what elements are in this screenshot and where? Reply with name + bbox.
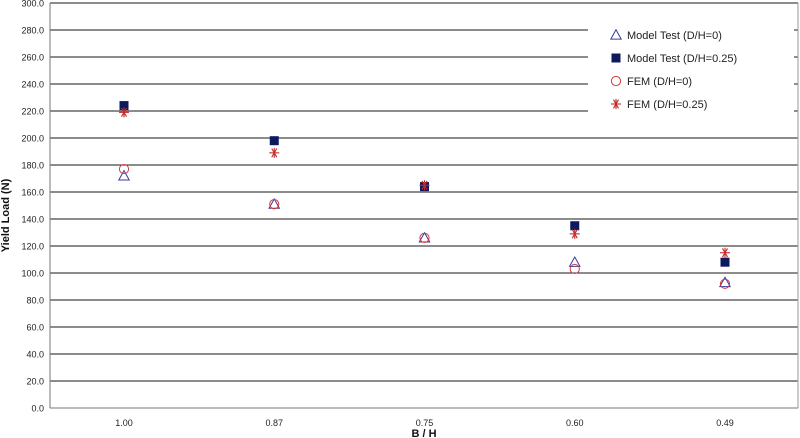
data-point	[119, 107, 129, 118]
data-point	[719, 278, 731, 289]
data-point	[720, 247, 730, 258]
legend-label: Model Test (D/H=0.25)	[627, 53, 737, 65]
legend-marker	[611, 99, 621, 109]
legend-box	[588, 22, 794, 122]
data-point	[568, 255, 581, 267]
y-tick-label: 0.0	[31, 404, 44, 414]
data-point	[119, 101, 129, 111]
y-tick-label: 260.0	[21, 53, 44, 63]
x-tick-label: 1.00	[115, 418, 133, 428]
y-tick-label: 240.0	[21, 80, 44, 90]
legend-label: FEM (D/H=0)	[627, 76, 692, 88]
y-tick-label: 200.0	[21, 134, 44, 144]
series-3	[119, 107, 730, 258]
data-point	[269, 147, 280, 158]
data-point	[569, 228, 580, 239]
series-2	[118, 163, 731, 289]
y-tick-labels: 0.0 20.0 40.0 60.0 80.0 100.0 120.0 140.0 160.0 1…	[21, 0, 44, 414]
y-tick-label: 20.0	[26, 377, 44, 387]
y-tick-label: 40.0	[26, 350, 44, 360]
x-tick-label: 0.60	[566, 418, 584, 428]
legend-label: Model Test (D/H=0)	[627, 30, 722, 42]
data-point	[570, 221, 580, 231]
data-point	[718, 276, 732, 288]
x-tick-label: 0.75	[416, 418, 434, 428]
y-tick-label: 120.0	[21, 242, 44, 252]
data-point	[118, 163, 130, 175]
legend-marker	[609, 28, 623, 40]
legend-label: FEM (D/H=0.25)	[627, 99, 707, 111]
legend: Model Test (D/H=0) Model Test (D/H=0.25) F…	[588, 22, 794, 122]
x-tick-labels: 1.00 0.87 0.75 0.60 0.49	[115, 418, 734, 428]
data-point	[117, 169, 131, 181]
y-tick-label: 140.0	[21, 215, 44, 225]
y-tick-label: 160.0	[21, 188, 44, 198]
y-tick-label: 80.0	[26, 296, 44, 306]
x-tick-label: 0.49	[716, 418, 734, 428]
data-point	[269, 199, 280, 210]
y-tick-label: 280.0	[21, 26, 44, 36]
y-tick-label: 180.0	[21, 161, 44, 171]
data-point	[269, 136, 279, 146]
legend-marker	[610, 75, 622, 87]
y-tick-label: 220.0	[21, 107, 44, 117]
axes	[49, 3, 799, 409]
data-point	[419, 232, 430, 243]
legend-marker	[611, 53, 621, 63]
y-tick-label: 300.0	[21, 0, 44, 9]
y-tick-label: 60.0	[26, 323, 44, 333]
y-axis-label: Yield Load (N)	[0, 178, 12, 252]
data-point	[569, 263, 580, 275]
data-point	[419, 180, 430, 191]
data-point	[720, 257, 730, 267]
x-axis-label: B / H	[411, 428, 436, 438]
y-tick-label: 100.0	[21, 269, 44, 279]
x-tick-label: 0.87	[265, 418, 283, 428]
data-points	[117, 101, 732, 289]
